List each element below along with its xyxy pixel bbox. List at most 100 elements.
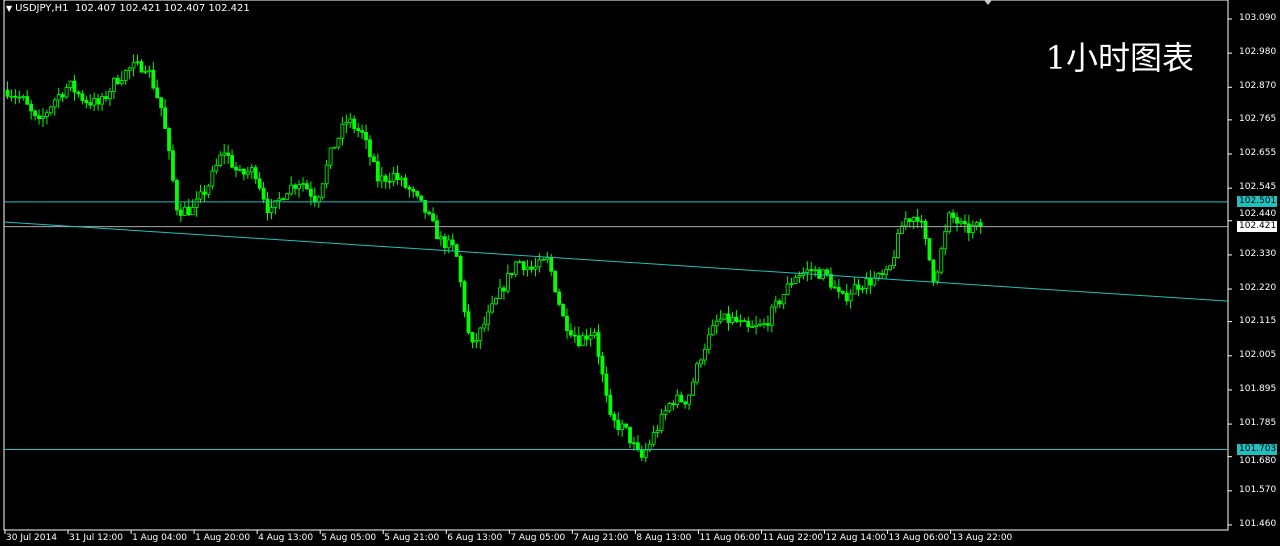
candle-body: [293, 184, 298, 189]
candle-body: [5, 89, 10, 97]
candle-body: [230, 155, 234, 168]
candle-body: [671, 403, 676, 405]
candle-body: [218, 154, 223, 166]
candle-body: [80, 93, 85, 101]
dropdown-triangle-icon[interactable]: ▼: [6, 4, 13, 13]
candle-body: [738, 320, 743, 322]
candle-body: [529, 266, 534, 270]
candle-body: [545, 257, 550, 260]
candle-body: [490, 303, 495, 313]
candle-body: [301, 183, 305, 186]
y-tick-label: 101.680: [1239, 456, 1277, 466]
candle-body: [261, 187, 266, 200]
candle-body: [96, 98, 101, 105]
candle-body: [344, 122, 349, 125]
candle-body: [198, 191, 203, 200]
candle-body: [360, 130, 365, 133]
candle-body: [151, 69, 156, 89]
candle-body: [431, 213, 435, 222]
candle-body: [517, 261, 522, 264]
candle-body: [411, 188, 416, 192]
candle-body: [509, 273, 514, 275]
candle-body: [435, 220, 439, 240]
candle-body: [391, 173, 396, 182]
candle-body: [210, 170, 215, 187]
x-tick-label: 11 Aug 22:00: [762, 533, 824, 543]
candle-body: [356, 128, 361, 131]
candle-body: [336, 137, 341, 148]
candle-body: [438, 236, 443, 240]
y-tick-label: 101.785: [1239, 418, 1277, 428]
candle-body: [486, 311, 491, 325]
candle-body: [911, 217, 916, 222]
x-tick-label: 5 Aug 05:00: [321, 533, 377, 543]
candle-body: [372, 156, 376, 163]
candle-body: [41, 116, 45, 119]
candle-body: [328, 147, 333, 166]
candle-body: [596, 332, 601, 357]
candle-body: [561, 303, 565, 317]
candle-body: [825, 269, 829, 275]
candle-body: [297, 184, 301, 189]
candle-body: [742, 320, 747, 322]
candle-body: [446, 239, 451, 249]
candle-body: [687, 394, 692, 405]
candle-body: [852, 284, 857, 295]
candle-body: [84, 100, 89, 103]
candle-body: [766, 323, 770, 326]
y-tick-label: 101.895: [1239, 384, 1277, 394]
candle-body: [269, 207, 274, 214]
candle-body: [364, 131, 368, 141]
candle-body: [966, 223, 971, 233]
candle-body: [872, 277, 877, 286]
x-tick-label: 12 Aug 14:00: [825, 533, 887, 543]
candle-body: [379, 175, 384, 182]
candle-body: [305, 183, 309, 190]
candle-body: [935, 271, 940, 282]
candle-body: [119, 80, 124, 85]
candle-body: [758, 323, 762, 326]
candle-body: [923, 220, 928, 240]
candle-body: [537, 259, 542, 268]
candle-body: [202, 191, 207, 195]
candle-body: [214, 164, 219, 172]
candle-body: [505, 273, 510, 292]
candle-body: [572, 334, 577, 337]
candle-body: [888, 265, 892, 271]
candle-body: [285, 193, 290, 200]
candle-body: [797, 274, 802, 278]
candle-body: [143, 70, 148, 73]
candle-body: [399, 177, 404, 180]
candle-body: [541, 258, 546, 261]
candle-body: [557, 291, 561, 305]
candle-body: [974, 222, 979, 227]
candle-body: [245, 171, 250, 175]
candle-body: [513, 261, 518, 275]
candle-body: [868, 278, 873, 286]
x-tick-label: 7 Aug 05:00: [510, 533, 566, 543]
symbol-label: USDJPY,H1: [15, 3, 69, 14]
x-tick-label: 30 Jul 2014: [6, 533, 57, 543]
candle-body: [482, 323, 487, 329]
candle-body: [253, 167, 258, 180]
candle-body: [383, 175, 388, 182]
candle-body: [312, 195, 317, 203]
candle-body: [190, 207, 195, 216]
candle-body: [111, 77, 116, 92]
candle-body: [604, 373, 609, 396]
candle-body: [722, 313, 727, 320]
candle-body: [899, 225, 904, 234]
candle-body: [525, 266, 530, 271]
candle-body: [643, 449, 648, 458]
candle-body: [470, 332, 475, 343]
candle-body: [951, 212, 955, 218]
candle-body: [387, 180, 392, 183]
candle-body: [947, 212, 952, 232]
candle-body: [104, 96, 108, 100]
candle-body: [52, 99, 57, 108]
candle-body: [407, 186, 412, 190]
candle-body: [352, 118, 357, 129]
candle-body: [675, 394, 680, 405]
candle-body: [423, 199, 428, 213]
